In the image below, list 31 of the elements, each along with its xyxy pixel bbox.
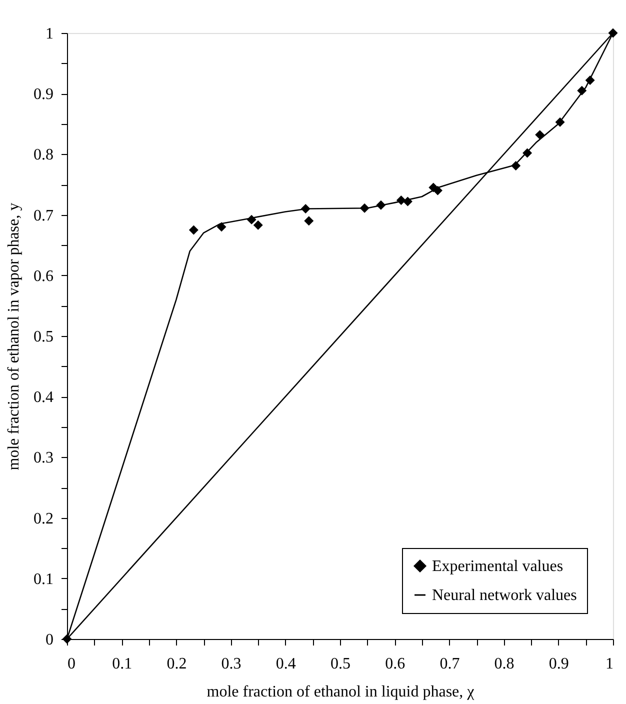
x-tick-label: 0.1 xyxy=(112,656,132,672)
y-tick-label: 0.9 xyxy=(34,86,54,104)
point xyxy=(216,222,226,232)
x-tick-label: 0.8 xyxy=(494,656,514,672)
x-tick-label: 0.2 xyxy=(166,656,187,672)
y-tick-label: 0.8 xyxy=(34,146,54,164)
x-tick-label: 0.3 xyxy=(221,656,242,672)
y-tick-label: 0.4 xyxy=(34,389,54,406)
legend-label: Neural network values xyxy=(432,587,577,604)
x-tick-label: 0 xyxy=(68,656,76,672)
y-tick-label: 0.2 xyxy=(34,510,54,528)
point xyxy=(535,130,545,140)
y-tick-label: 1 xyxy=(46,26,54,42)
x-tick-label: 0.5 xyxy=(330,656,350,672)
x-tick-label: 0.6 xyxy=(385,656,406,672)
y-tick-label: 0 xyxy=(46,632,54,648)
y-tick-label: 0.1 xyxy=(34,570,54,588)
y-tick-label: 0.7 xyxy=(34,207,54,224)
point xyxy=(188,225,198,235)
x-axis-title: mole fraction of ethanol in liquid phase, χ xyxy=(206,684,476,700)
point xyxy=(253,220,263,230)
x-tick-label: 0.4 xyxy=(276,656,296,672)
x-tick-label: 0.9 xyxy=(548,656,569,672)
y-tick-label: 0.3 xyxy=(34,450,54,467)
y-tick-label: 0.6 xyxy=(34,268,54,285)
legend-label: Experimental values xyxy=(432,558,564,575)
y-tick-label: 0.5 xyxy=(34,328,54,346)
x-tick-label: 1 xyxy=(606,656,614,672)
y-axis-title: mole fraction of ethanol in vapor phase, y xyxy=(6,202,22,470)
x-tick-label: 0.7 xyxy=(440,656,460,672)
point xyxy=(304,216,314,226)
